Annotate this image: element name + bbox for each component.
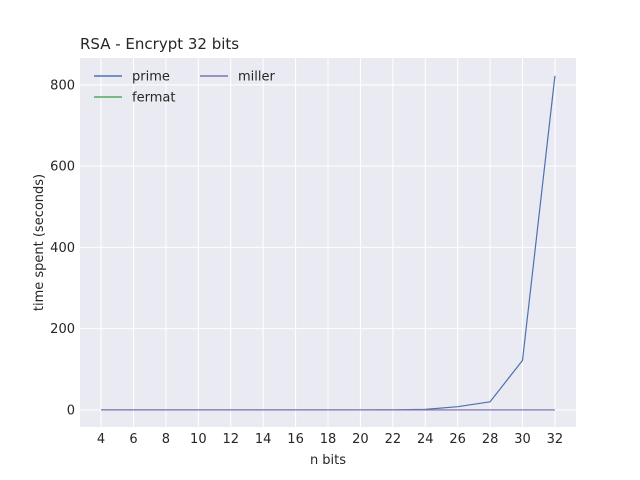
x-tick-label: 24 — [417, 432, 434, 447]
x-tick-label: 32 — [547, 432, 564, 447]
legend-label-miller: miller — [238, 70, 275, 85]
x-tick-label: 10 — [190, 432, 207, 447]
x-tick-label: 20 — [352, 432, 369, 447]
y-tick-label: 200 — [50, 322, 75, 337]
y-axis-label: time spent (seconds) — [32, 174, 47, 311]
grid-lines — [80, 58, 576, 427]
x-tick-label: 4 — [97, 432, 105, 447]
x-tick-label: 18 — [320, 432, 337, 447]
legend-label-fermat: fermat — [132, 91, 175, 106]
x-tick-label: 16 — [287, 432, 304, 447]
x-tick-label: 8 — [162, 432, 170, 447]
y-tick-label: 0 — [67, 403, 75, 418]
x-tick-label: 14 — [255, 432, 272, 447]
x-tick-label: 12 — [222, 432, 239, 447]
legend: prime fermat miller — [94, 70, 275, 106]
x-tick-label: 22 — [385, 432, 402, 447]
legend-label-prime: prime — [132, 70, 170, 85]
y-tick-label: 800 — [50, 78, 75, 93]
chart-title: RSA - Encrypt 32 bits — [80, 35, 239, 53]
tick-labels: 4 6 8 10 12 14 16 18 20 22 24 26 28 30 32 0 200 400 600 800 — [50, 78, 563, 447]
x-tick-label: 28 — [482, 432, 499, 447]
x-tick-label: 26 — [449, 432, 466, 447]
y-tick-label: 400 — [50, 241, 75, 256]
x-tick-label: 30 — [514, 432, 531, 447]
series-lines — [101, 75, 556, 411]
x-tick-label: 6 — [129, 432, 137, 447]
y-tick-label: 600 — [50, 160, 75, 175]
x-axis-label: n bits — [310, 453, 346, 468]
